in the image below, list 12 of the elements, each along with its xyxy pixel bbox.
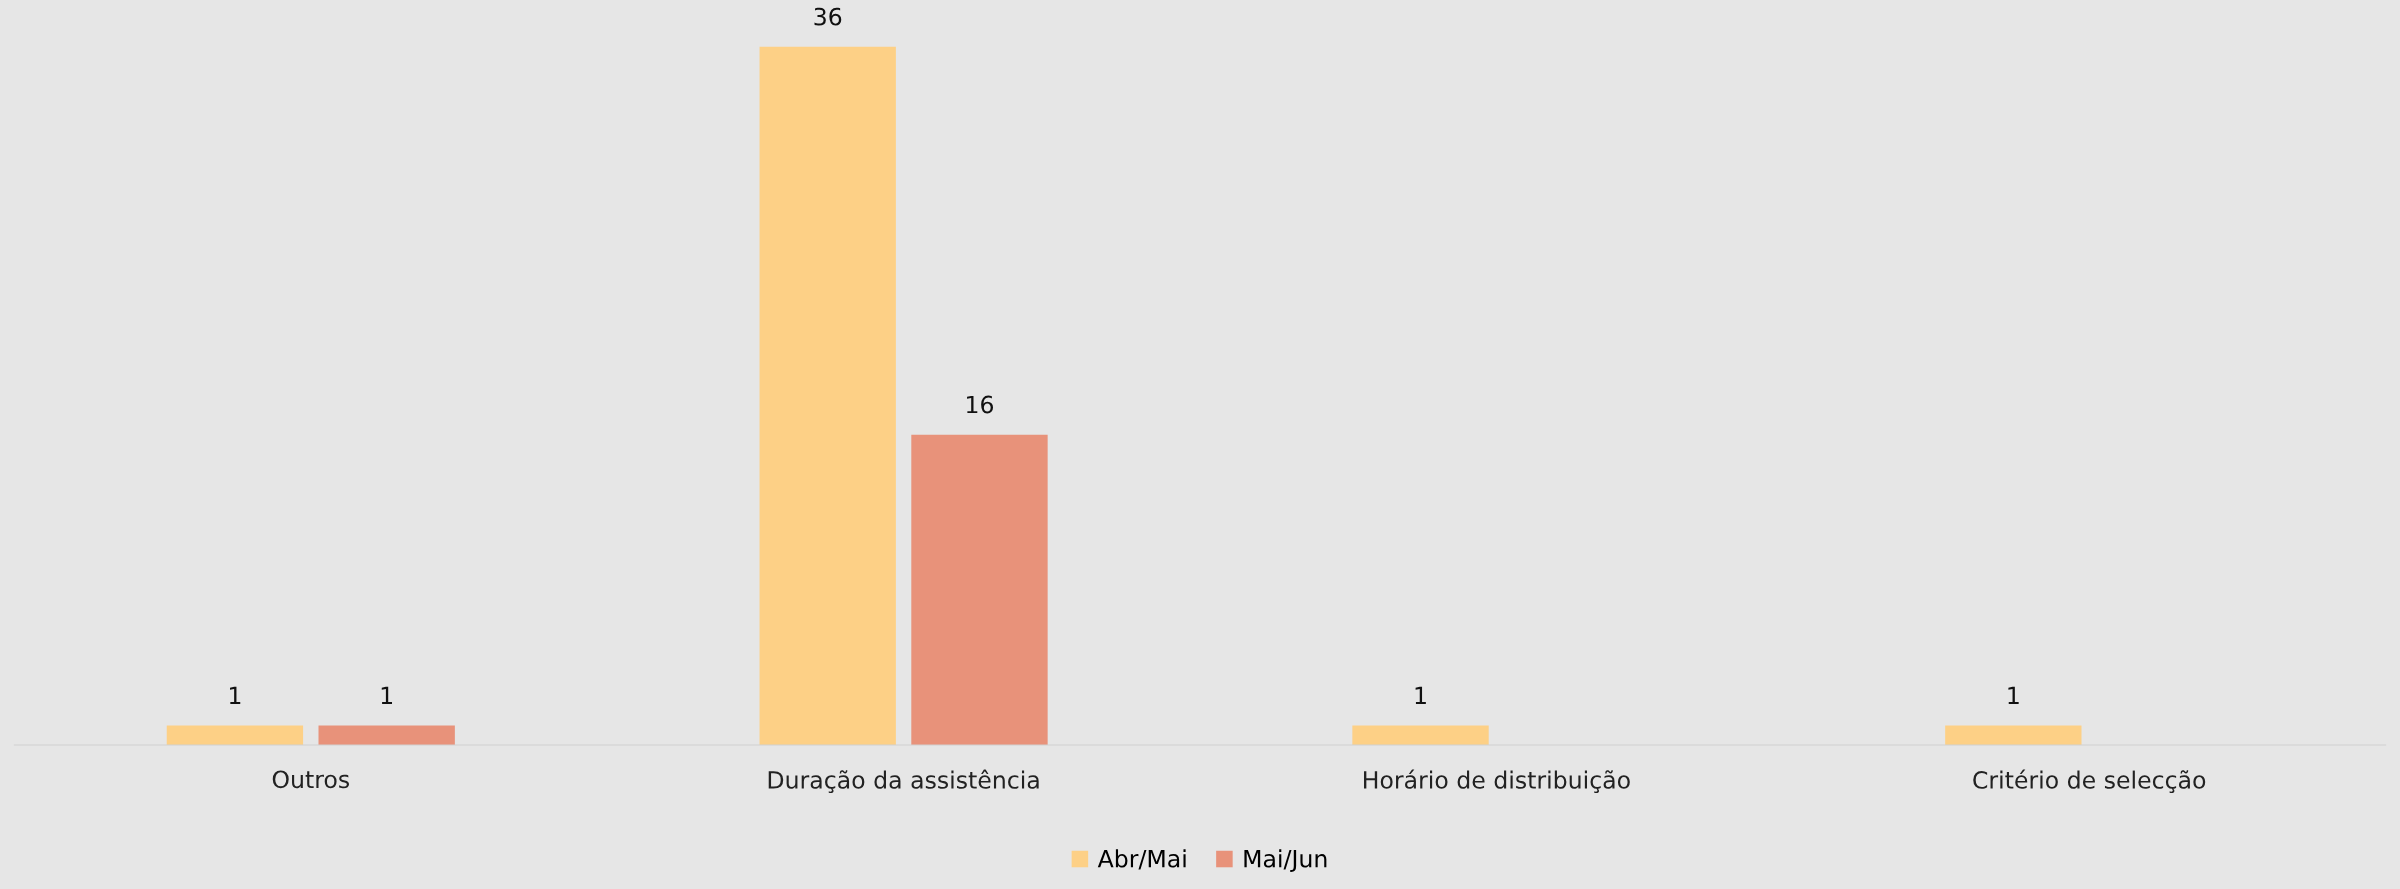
data-label: 1 [2008, 686, 2019, 705]
x-tick-label: Duração da assistência [768, 769, 1039, 794]
legend-label: Abr/Mai [1097, 849, 1186, 870]
data-label: 1 [381, 686, 393, 705]
data-label: 16 [967, 395, 994, 414]
x-tick-label: Horário de distribuição [1364, 769, 1630, 794]
data-label: 1 [230, 686, 241, 705]
data-label: 36 [814, 7, 842, 26]
legend-label: Mai/Jun [1244, 849, 1327, 873]
data-label: 1 [1415, 686, 1426, 705]
x-tick-label: Outros [272, 770, 350, 789]
x-tick-label: Critério de selecção [1973, 769, 2206, 794]
